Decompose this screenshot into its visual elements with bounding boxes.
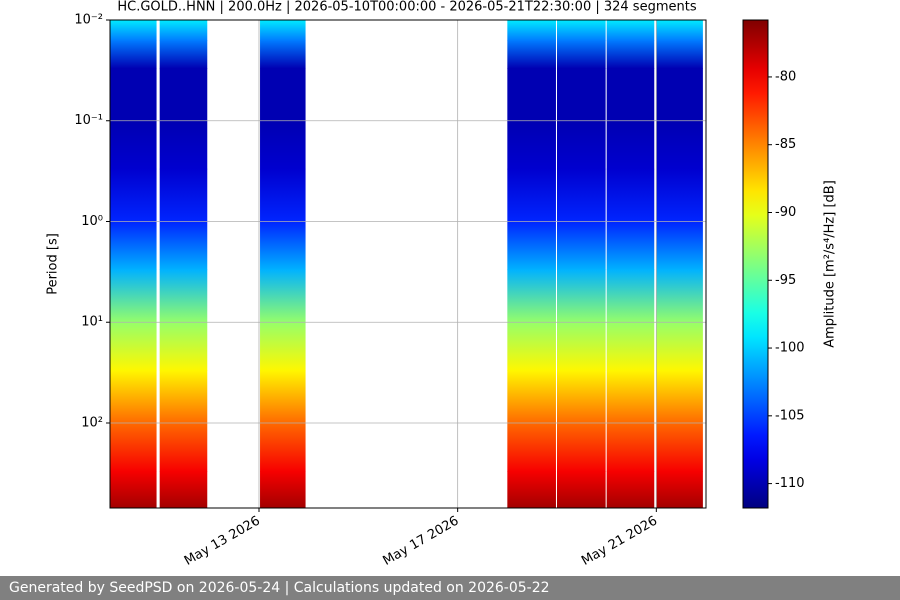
- psd-band: [557, 322, 606, 371]
- psd-band: [656, 422, 703, 472]
- psd-band: [260, 20, 306, 42]
- psd-band: [507, 20, 556, 42]
- psd-band: [110, 221, 157, 271]
- psd-band: [656, 168, 703, 222]
- colorbar-tick-label: -90: [775, 205, 796, 220]
- psd-band: [110, 269, 157, 323]
- psd-band: [606, 68, 655, 122]
- psd-band: [260, 471, 306, 509]
- psd-band: [507, 370, 556, 424]
- psd-band: [606, 40, 655, 69]
- psd-band: [110, 168, 157, 222]
- psd-band: [557, 68, 606, 122]
- psd-band: [110, 40, 157, 69]
- psd-band: [606, 20, 655, 42]
- psd-band: [656, 322, 703, 371]
- colorbar-tick-label: -95: [775, 273, 796, 288]
- psd-band: [110, 322, 157, 371]
- psd-band: [557, 269, 606, 323]
- psd-band: [656, 40, 703, 69]
- psd-band: [159, 370, 208, 424]
- psd-band: [606, 422, 655, 472]
- psd-band: [110, 120, 157, 170]
- psd-band: [606, 120, 655, 170]
- psd-band: [507, 322, 556, 371]
- psd-band: [606, 370, 655, 424]
- psd-band: [557, 40, 606, 69]
- psd-band: [110, 370, 157, 424]
- psd-band: [159, 120, 208, 170]
- psd-band: [507, 120, 556, 170]
- psd-band: [260, 40, 306, 69]
- psd-band: [159, 322, 208, 371]
- colorbar: [742, 19, 769, 509]
- psd-band: [159, 471, 208, 509]
- x-tick-label: May 17 2026: [380, 514, 461, 569]
- psd-band: [260, 322, 306, 371]
- psd-band: [159, 40, 208, 69]
- y-tick-label: 10⁻²: [74, 13, 103, 28]
- psd-band: [656, 471, 703, 509]
- psd-band: [656, 120, 703, 170]
- colorbar-label: Amplitude [m²/s⁴/Hz] [dB]: [823, 180, 838, 348]
- psd-band: [507, 168, 556, 222]
- psd-band: [110, 471, 157, 509]
- colorbar-tick-label: -85: [775, 137, 796, 152]
- psd-band: [159, 168, 208, 222]
- psd-band: [557, 221, 606, 271]
- psd-band: [507, 471, 556, 509]
- psd-band: [159, 269, 208, 323]
- psd-band: [557, 370, 606, 424]
- psd-band: [507, 68, 556, 122]
- psd-band: [606, 168, 655, 222]
- y-tick-label: 10²: [81, 415, 103, 430]
- x-tick-label: May 13 2026: [182, 514, 263, 569]
- colorbar-tick-label: -110: [775, 476, 805, 491]
- psd-band: [260, 120, 306, 170]
- y-tick-label: 10⁻¹: [74, 113, 103, 128]
- psd-band: [557, 471, 606, 509]
- psd-band: [260, 221, 306, 271]
- psd-band: [656, 68, 703, 122]
- psd-band: [557, 168, 606, 222]
- psd-band: [656, 20, 703, 42]
- colorbar-tick-label: -105: [775, 408, 805, 423]
- y-tick-label: 10⁰: [81, 214, 103, 229]
- psd-band: [110, 20, 157, 42]
- psd-band: [656, 370, 703, 424]
- psd-band: [656, 269, 703, 323]
- chart: HC.GOLD..HNN | 200.0Hz | 2026-05-10T00:0…: [46, 0, 838, 569]
- psd-band: [606, 221, 655, 271]
- psd-band: [507, 269, 556, 323]
- colorbar-tick-label: -80: [775, 69, 796, 84]
- psd-band: [260, 370, 306, 424]
- x-tick-label: May 21 2026: [579, 514, 660, 569]
- psd-band: [110, 422, 157, 472]
- chart-title: HC.GOLD..HNN | 200.0Hz | 2026-05-10T00:0…: [117, 0, 696, 15]
- psd-band: [606, 322, 655, 371]
- psd-band: [507, 40, 556, 69]
- psd-band: [260, 422, 306, 472]
- psd-band: [260, 168, 306, 222]
- psd-band: [507, 221, 556, 271]
- psd-band: [159, 20, 208, 42]
- psd-band: [110, 68, 157, 122]
- psd-band: [159, 68, 208, 122]
- y-axis-label: Period [s]: [46, 233, 61, 295]
- plot-frame: [109, 19, 707, 509]
- psd-band: [606, 269, 655, 323]
- psd-band: [260, 68, 306, 122]
- psd-band: [507, 422, 556, 472]
- psd-band: [159, 422, 208, 472]
- psd-band: [557, 422, 606, 472]
- psd-band: [606, 471, 655, 509]
- psd-band: [557, 20, 606, 42]
- y-tick-label: 10¹: [81, 315, 103, 330]
- footer: Generated by SeedPSD on 2026-05-24 | Cal…: [0, 576, 900, 600]
- psd-band: [159, 221, 208, 271]
- psd-band: [656, 221, 703, 271]
- colorbar-tick-label: -100: [775, 341, 805, 356]
- psd-band: [260, 269, 306, 323]
- psd-band: [557, 120, 606, 170]
